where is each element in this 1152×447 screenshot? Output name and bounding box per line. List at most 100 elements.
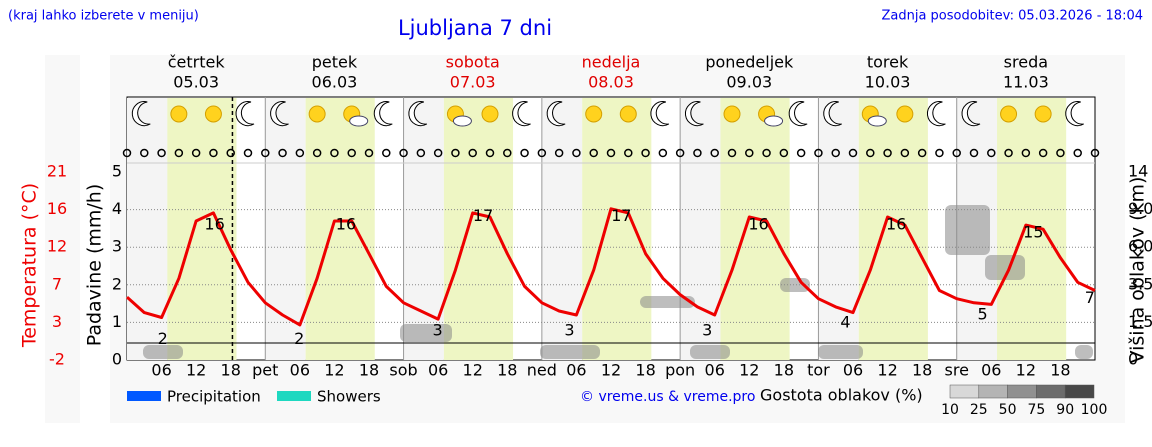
y-tick-label: 4	[112, 199, 122, 218]
temp-label: 5	[978, 304, 988, 323]
day-band	[997, 98, 1067, 360]
height-tick-label: 3.5	[1128, 274, 1152, 293]
wind-marker	[883, 148, 892, 158]
wind-marker	[606, 148, 616, 158]
x-tick-label: 18	[359, 361, 379, 380]
wind-marker	[1073, 148, 1082, 158]
day-name: sobota	[446, 53, 500, 72]
height-tick-label: 0	[1128, 350, 1138, 369]
x-tick-label: 12	[324, 361, 344, 380]
wind-marker	[917, 148, 927, 158]
wind-marker	[261, 148, 270, 158]
cloud-icon	[867, 115, 887, 127]
x-tick-label: 06	[290, 361, 310, 380]
temp-label: 15	[1023, 223, 1043, 242]
moon-icon	[512, 101, 531, 127]
wind-marker	[658, 148, 668, 158]
x-tick-label: 18	[497, 361, 517, 380]
x-tick-label: ned	[527, 361, 557, 380]
day-band	[443, 98, 514, 360]
plot: četrtek05.03petek06.03sobota07.03nedelja…	[47, 53, 1152, 419]
legend-swatch	[277, 391, 311, 401]
wind-marker	[1021, 148, 1031, 158]
cloud-legend-box	[1036, 384, 1066, 399]
cloud-blob	[985, 255, 1025, 280]
wind-marker	[468, 148, 477, 158]
x-tick-label: sob	[389, 361, 417, 380]
wind-marker	[693, 148, 702, 158]
day-band	[582, 98, 652, 360]
wind-marker	[745, 148, 754, 158]
cloud-blob	[640, 296, 695, 308]
y-tick-label: 1	[112, 312, 122, 331]
day-date: 07.03	[450, 73, 496, 92]
temp-label: 3	[702, 321, 712, 340]
wind-marker	[1056, 148, 1065, 158]
height-tick-label: 9.0	[1128, 199, 1152, 218]
wind-marker	[122, 148, 132, 158]
legend-label: Showers	[317, 388, 381, 406]
y-tick-label: 5	[112, 162, 122, 181]
temp-label: 16	[336, 214, 356, 233]
temp-tick-label: -2	[49, 350, 65, 369]
night-band	[127, 98, 168, 360]
cloud-blob	[1075, 345, 1093, 359]
legend-label: Precipitation	[167, 388, 261, 406]
temp-label: 16	[204, 214, 224, 233]
day-name: petek	[312, 53, 358, 72]
height-tick-label: 14	[1128, 162, 1148, 181]
x-tick-label: pon	[665, 361, 695, 380]
wind-marker	[969, 148, 979, 158]
wind-marker	[174, 148, 184, 158]
temp-tick-label: 3	[52, 312, 62, 331]
x-tick-label: 18	[774, 361, 794, 380]
wind-marker	[537, 148, 547, 158]
moon-icon	[408, 101, 428, 127]
temp-label: 3	[432, 321, 442, 340]
day-date: 08.03	[588, 73, 634, 92]
temp-label: 17	[473, 206, 493, 225]
cloud-blob	[143, 345, 183, 359]
wind-marker	[382, 148, 391, 158]
moon-icon	[1065, 101, 1084, 127]
day-name: nedelja	[582, 53, 641, 72]
sun-icon	[481, 105, 499, 123]
wind-marker	[209, 148, 218, 158]
cloud-legend-level: 75	[1027, 402, 1045, 418]
moon-icon	[270, 101, 289, 127]
wind-marker	[779, 148, 789, 158]
day-date: 10.03	[865, 73, 911, 92]
wind-marker	[312, 148, 322, 158]
cloud-icon	[452, 115, 472, 127]
wind-marker	[278, 148, 287, 158]
moon-icon	[650, 101, 670, 127]
wind-marker	[675, 148, 685, 158]
cloud-legend-level: 25	[970, 402, 988, 418]
day-date: 09.03	[726, 73, 772, 92]
moon-icon	[823, 101, 842, 127]
x-tick-label: 06	[981, 361, 1001, 380]
wind-marker	[727, 148, 737, 158]
day-name: četrtek	[168, 53, 226, 72]
x-tick-label: 12	[601, 361, 621, 380]
wind-marker	[831, 148, 840, 158]
cloud-legend-box	[1064, 384, 1095, 399]
cloud-legend-level: 100	[1081, 402, 1108, 418]
wind-marker	[762, 148, 771, 158]
cloud-blob	[818, 345, 863, 359]
temp-axis-label: Temperatura (°C)	[19, 183, 41, 348]
wind-marker	[952, 148, 961, 158]
temp-label: 7	[1085, 288, 1095, 307]
sun-icon	[1000, 105, 1018, 123]
x-tick-label: 12	[186, 361, 206, 380]
night-band	[541, 98, 583, 360]
wind-marker	[451, 148, 460, 158]
sun-icon	[204, 105, 222, 123]
wind-marker	[140, 148, 149, 158]
height-tick-label: 6.0	[1128, 237, 1152, 256]
day-date: 11.03	[1003, 73, 1049, 92]
legend-swatch	[127, 391, 161, 401]
x-tick-label: 06	[566, 361, 586, 380]
cloud-legend-box	[949, 384, 980, 399]
